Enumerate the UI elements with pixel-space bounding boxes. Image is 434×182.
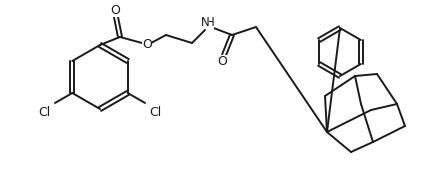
Text: O: O: [217, 56, 227, 68]
Text: N: N: [200, 15, 209, 29]
Text: O: O: [142, 37, 151, 50]
Text: H: H: [205, 15, 214, 29]
Text: O: O: [110, 3, 120, 17]
Text: Cl: Cl: [39, 106, 51, 119]
Text: Cl: Cl: [149, 106, 161, 119]
